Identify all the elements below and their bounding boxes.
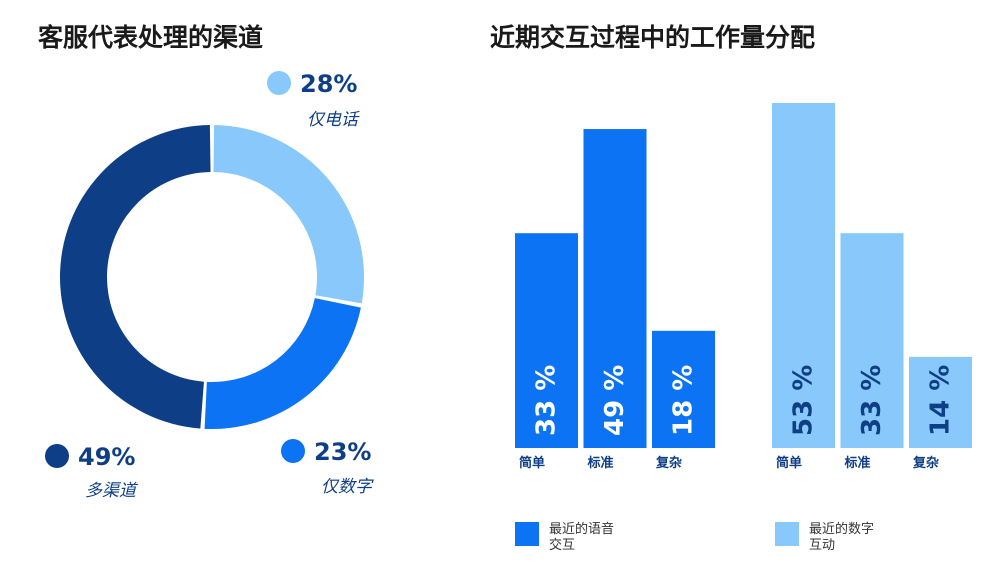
bar-category-label-2-3: 复杂	[912, 455, 939, 471]
legend-item-digital: 最近的数字 互动	[775, 522, 881, 554]
pie-category-label-2: 仅数字	[321, 477, 374, 497]
legend-label-voice: 最近的语音 交互	[549, 522, 621, 554]
bar-category-label-1-2: 标准	[587, 455, 614, 471]
bar-category-label-1-1: 简单	[519, 455, 545, 471]
pie-percent-label-2: 23%	[314, 438, 371, 466]
bar-category-label-1-3: 复杂	[655, 455, 682, 471]
bar-chart-title: 近期交互过程中的工作量分配	[490, 23, 816, 52]
pie-percent-label-1: 28%	[300, 70, 357, 98]
legend-label-line: 最近的语音	[549, 522, 615, 537]
legend-item-voice: 最近的语音 交互	[515, 522, 621, 554]
pie-legend-dot-2	[281, 439, 305, 463]
bar-value-label-1-3: 18 %	[669, 365, 699, 436]
legend-label-line: 互动	[809, 538, 836, 553]
bar-value-label-2-1: 53 %	[789, 365, 819, 436]
donut-slice-2	[204, 298, 361, 429]
pie-category-label-3: 多渠道	[85, 481, 139, 501]
donut-slice-3	[59, 125, 211, 429]
legend-swatch-voice	[515, 522, 539, 546]
bar-2-1	[772, 103, 835, 448]
donut-chart-title: 客服代表处理的渠道	[38, 23, 264, 52]
bar-value-label-1-1: 33 %	[532, 365, 562, 436]
bar-1-3	[652, 330, 715, 448]
bar-1-2	[583, 129, 647, 448]
bar-value-label-2-3: 14 %	[926, 365, 956, 436]
bar-value-label-1-2: 49 %	[600, 365, 630, 436]
legend-label-line: 最近的数字	[809, 522, 875, 537]
pie-percent-label-3: 49%	[78, 443, 135, 471]
pie-category-label-1: 仅电话	[307, 110, 360, 130]
pie-legend-dot-3	[45, 444, 69, 468]
bar-2-2	[840, 233, 904, 448]
pie-legend-dot-1	[267, 71, 291, 95]
legend-swatch-digital	[775, 522, 799, 546]
bar-value-label-2-2: 33 %	[857, 365, 887, 436]
bar-2-3	[909, 356, 972, 448]
bar-1-1	[515, 233, 578, 448]
bar-category-label-2-1: 简单	[776, 455, 802, 471]
bar-category-label-2-2: 标准	[844, 455, 871, 471]
legend-label-line: 交互	[549, 538, 576, 553]
legend-label-digital: 最近的数字 互动	[809, 522, 881, 554]
donut-slice-1	[213, 125, 364, 304]
